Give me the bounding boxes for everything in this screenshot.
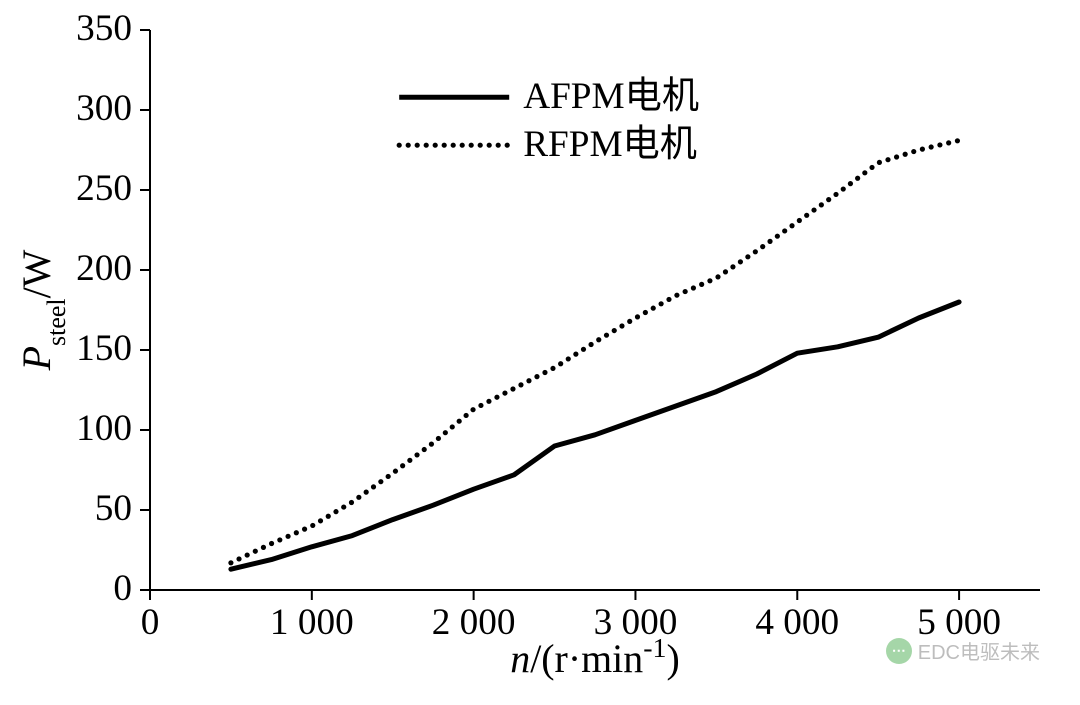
watermark-text: EDC电驱未来 [918,636,1040,665]
line-chart: 01 0002 0003 0004 0005 00005010015020025… [0,0,1080,705]
watermark: ⋯ EDC电驱未来 [886,636,1040,665]
x-axis-label: n/(r·min-1) [510,633,680,682]
y-tick-label: 200 [76,248,132,289]
y-tick-label: 350 [76,8,132,49]
y-tick-label: 0 [113,568,132,609]
y-tick-label: 300 [76,88,132,129]
series-afpm [231,302,959,569]
x-tick-label: 4 000 [755,602,839,643]
wechat-icon: ⋯ [886,638,912,664]
y-tick-label: 100 [76,408,132,449]
legend-label-rfpm: RFPM电机 [523,124,697,165]
y-axis-label: Psteel/W [14,249,71,371]
y-tick-label: 50 [95,488,132,529]
legend-swatch-rfpm [397,143,510,148]
x-tick-label: 1 000 [270,602,354,643]
y-tick-label: 150 [76,328,132,369]
chart-container: { "chart": { "type": "line", "width_px":… [0,0,1080,705]
y-tick-label: 250 [76,168,132,209]
legend-label-afpm: AFPM电机 [523,76,699,117]
x-tick-label: 2 000 [432,602,516,643]
series-rfpm [228,138,960,565]
legend: AFPM电机 RFPM电机 [397,76,699,165]
x-tick-label: 0 [141,602,160,643]
